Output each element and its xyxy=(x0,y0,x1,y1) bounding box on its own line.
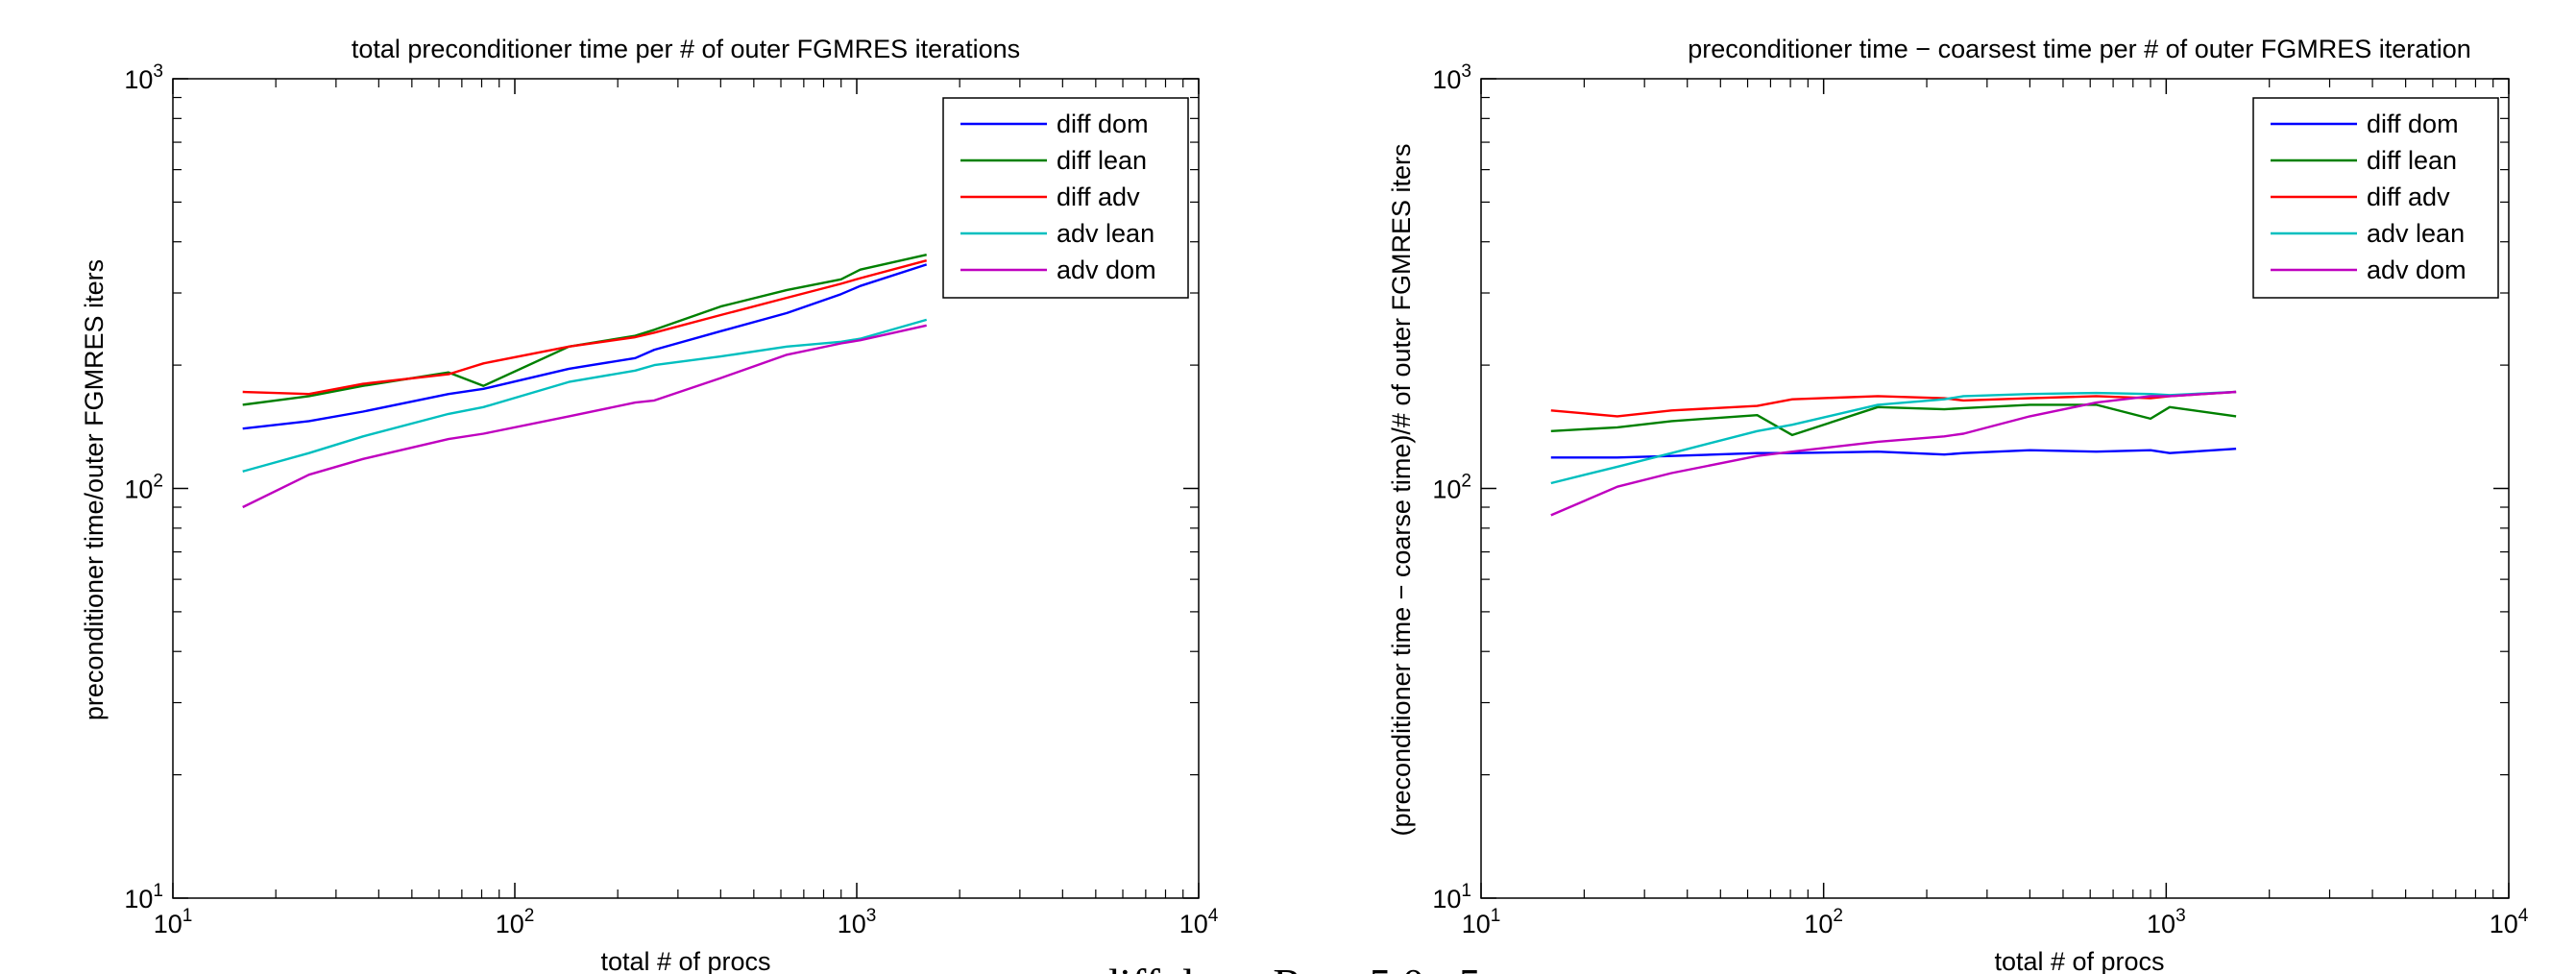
series-line-diff-adv xyxy=(242,259,928,396)
x-tick-label: 103 xyxy=(2147,906,2186,938)
legend-label: diff dom xyxy=(2367,110,2459,138)
x-tick-label: 101 xyxy=(1462,906,1501,938)
chart-title: total preconditioner time per # of outer… xyxy=(352,35,1020,63)
series-line-adv-dom xyxy=(1550,390,2237,517)
y-axis-label: preconditioner time/outer FGMRES iters xyxy=(80,259,109,720)
legend-item: adv dom xyxy=(2271,256,2467,284)
legend-item: diff dom xyxy=(960,110,1149,138)
legend-item: diff adv xyxy=(2271,183,2450,211)
legend: diff dom diff lean diff adv adv lean adv dom xyxy=(942,97,1189,299)
series-line-diff-dom xyxy=(1550,448,2237,459)
y-tick-label: 101 xyxy=(124,881,163,913)
legend-item: diff dom xyxy=(2271,110,2459,138)
y-axis-label: (preconditioner time − coarse time)/# of… xyxy=(1387,143,1416,836)
y-tick-label: 103 xyxy=(124,61,163,94)
x-axis-label: total # of procs xyxy=(1994,947,2164,974)
legend: diff dom diff lean diff adv adv lean adv dom xyxy=(2252,97,2499,299)
chart-panel-right: preconditioner time − coarsest time per … xyxy=(1387,35,2529,974)
x-axis-label: total # of procs xyxy=(600,947,770,974)
legend-item: diff adv xyxy=(960,183,1140,211)
series-line-adv-dom xyxy=(242,324,927,509)
x-tick-label: 102 xyxy=(1804,906,1843,938)
legend-item: adv lean xyxy=(960,219,1154,248)
series-line-adv-lean xyxy=(1550,390,2237,485)
legend-label: adv dom xyxy=(1057,256,1156,284)
x-tick-label: 103 xyxy=(838,906,877,938)
series-line-adv-lean xyxy=(242,318,928,473)
series-line-diff-dom xyxy=(242,263,928,430)
x-tick-label: 102 xyxy=(496,906,535,938)
y-tick-label: 101 xyxy=(1432,881,1471,913)
figure-caption: diff dom: Re = 5.0e-5 xyxy=(1097,960,1480,974)
legend-item: diff lean xyxy=(960,146,1147,175)
legend-label: diff adv xyxy=(2367,183,2450,211)
legend-label: adv lean xyxy=(1057,219,1154,248)
legend-label: diff lean xyxy=(1057,146,1147,175)
y-tick-label: 103 xyxy=(1432,61,1471,94)
x-tick-label: 104 xyxy=(1179,906,1219,938)
legend-item: adv lean xyxy=(2271,219,2465,248)
chart-title: preconditioner time − coarsest time per … xyxy=(1688,35,2471,63)
series-line-diff-lean xyxy=(1550,403,2237,437)
x-tick-label: 104 xyxy=(2490,906,2529,938)
legend-item: adv dom xyxy=(960,256,1156,284)
legend-label: adv dom xyxy=(2367,256,2467,284)
y-tick-label: 102 xyxy=(124,472,163,504)
y-tick-label: 102 xyxy=(1432,472,1471,504)
legend-label: diff lean xyxy=(2367,146,2457,175)
legend-label: diff dom xyxy=(1057,110,1149,138)
chart-panel-left: total preconditioner time per # of outer… xyxy=(80,35,1219,974)
legend-item: diff lean xyxy=(2271,146,2457,175)
x-tick-label: 101 xyxy=(154,906,193,938)
legend-label: diff adv xyxy=(1057,183,1140,211)
series-line-diff-lean xyxy=(242,254,927,406)
legend-label: adv lean xyxy=(2367,219,2465,248)
